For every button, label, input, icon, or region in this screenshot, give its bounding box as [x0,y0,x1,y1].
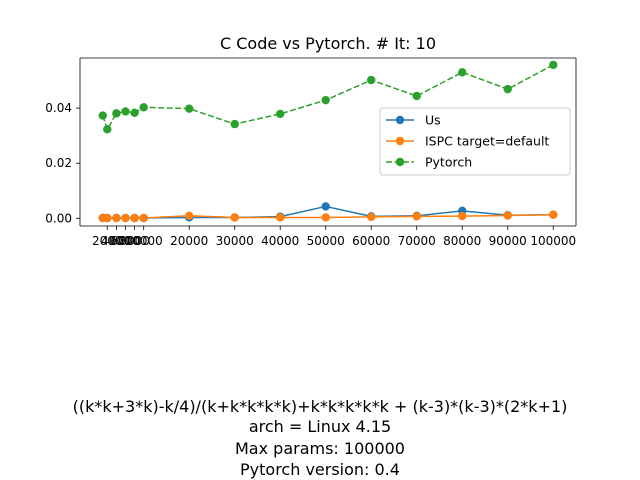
x-tick-label: 2000 [92,234,123,248]
x-tick-label: 6000 [110,234,141,248]
data-point-ispc-target-default [276,213,285,222]
data-point-pytorch [121,107,130,116]
caption-max-params: Max params: 100000 [235,439,405,458]
x-tick-label: 4000 [101,234,132,248]
legend-label-us: Us [425,113,441,128]
data-point-ispc-target-default [185,211,194,221]
data-point-pytorch [112,109,121,118]
data-point-ispc-target-default [412,212,421,221]
data-point-ispc-target-default [458,211,467,221]
legend-label-ispc-target-default: ISPC target=default [425,134,549,149]
x-tick-label: 8000 [119,234,150,248]
data-point-pytorch [321,95,330,105]
data-point-ispc-target-default [112,213,121,223]
data-point-ispc-target-default [321,213,330,222]
y-tick-label: 0.00 [45,211,72,225]
data-point-pytorch [185,104,194,113]
x-tick-label: 80000 [443,234,481,248]
legend: Us ISPC target=default Pytorch [379,107,571,176]
x-tick-label: 100000 [530,234,576,248]
x-tick-label: 70000 [398,234,436,248]
x-tick-label: 40000 [261,234,299,248]
legend-box [379,107,571,176]
data-point-pytorch [458,68,467,77]
data-point-pytorch [412,91,421,101]
data-point-ispc-target-default [130,213,139,223]
data-point-ispc-target-default [503,211,512,220]
caption-arch: arch = Linux 4.15 [248,417,392,436]
x-tick-label: 20000 [170,234,208,248]
x-tick-label: 30000 [216,234,254,248]
caption-pytorch-version: Pytorch version: 0.4 [240,460,400,479]
data-point-pytorch [230,119,239,129]
x-tick-label: 60000 [352,234,390,248]
data-point-pytorch [98,111,107,120]
x-tick-label: 50000 [307,234,345,248]
data-point-ispc-target-default [121,213,130,223]
legend-marker-us [395,115,405,125]
data-point-ispc-target-default [139,213,148,223]
data-point-ispc-target-default [549,210,558,219]
legend-marker-pytorch [395,157,405,167]
legend-label-pytorch: Pytorch [425,155,472,170]
data-point-ispc-target-default [230,213,239,222]
data-point-pytorch [130,108,139,118]
data-point-pytorch [503,84,512,94]
x-tick-label: 90000 [489,234,527,248]
data-point-pytorch [367,75,376,85]
data-point-pytorch [276,109,285,119]
chart-title: C Code vs Pytorch. # It: 10 [220,34,436,53]
data-point-us [321,202,330,211]
data-point-ispc-target-default [103,213,112,223]
data-point-pytorch [103,125,112,134]
legend-marker-ispc-target-default [395,136,405,146]
data-point-pytorch [549,60,558,70]
data-point-ispc-target-default [367,212,376,222]
caption-formula: ((k*k+3*k)-k/4)/(k+k*k*k*k)+k*k*k*k*k + … [72,397,568,416]
x-tick-label: 10000 [125,234,163,248]
y-tick-label: 0.02 [45,156,72,170]
data-point-pytorch [139,103,148,112]
y-tick-label: 0.04 [45,101,72,115]
